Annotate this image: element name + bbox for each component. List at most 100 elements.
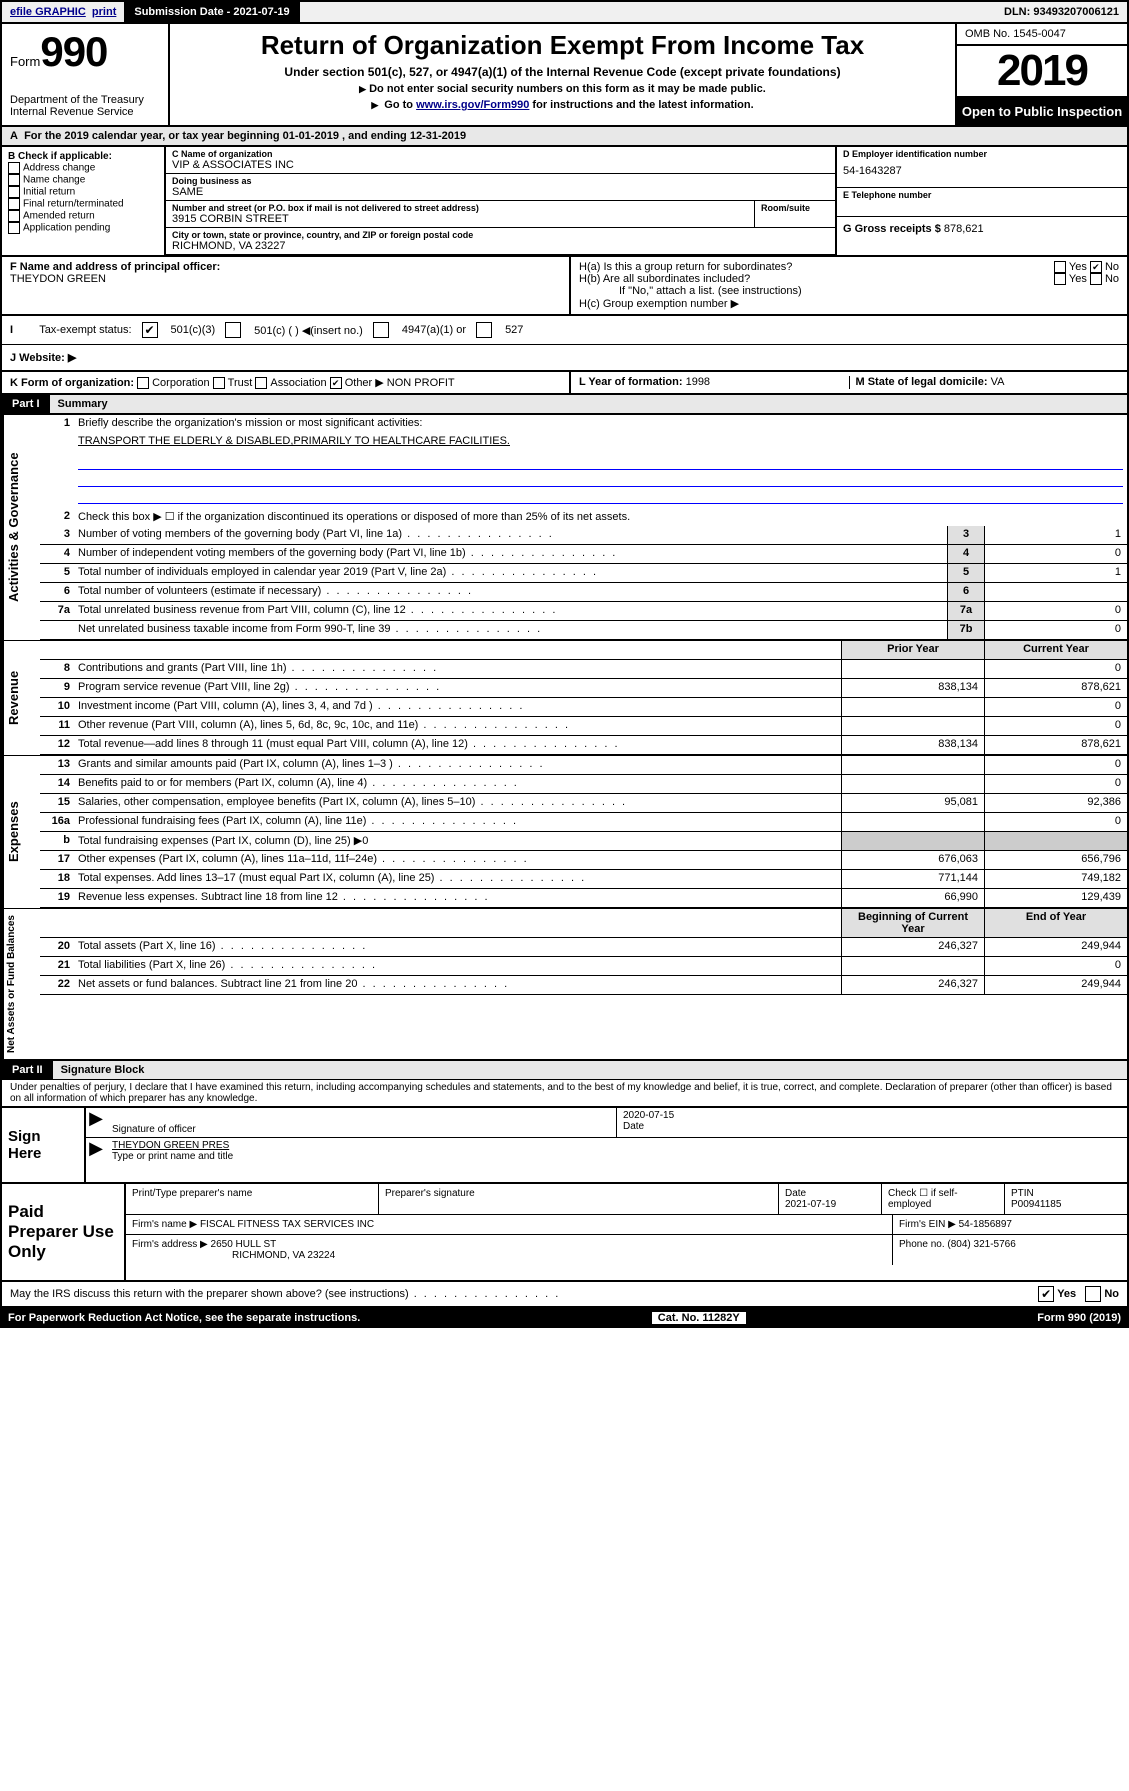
- period-line-a: A For the 2019 calendar year, or tax yea…: [2, 125, 1127, 145]
- line-5-desc: Total number of individuals employed in …: [74, 564, 947, 582]
- discuss-yes[interactable]: [1038, 1286, 1054, 1302]
- line-19-desc: Revenue less expenses. Subtract line 18 …: [74, 889, 841, 907]
- part-ii-header: Part II Signature Block: [2, 1059, 1127, 1079]
- line-7a-desc: Total unrelated business revenue from Pa…: [74, 602, 947, 620]
- box-j: J Website: ▶: [2, 344, 1127, 370]
- line-22-prior: 246,327: [841, 976, 984, 994]
- line-9-current: 878,621: [984, 679, 1127, 697]
- line-4-desc: Number of independent voting members of …: [74, 545, 947, 563]
- box-f: F Name and address of principal officer:…: [2, 257, 571, 314]
- mission: TRANSPORT THE ELDERLY & DISABLED,PRIMARI…: [74, 433, 1127, 451]
- line-16a-desc: Professional fundraising fees (Part IX, …: [74, 813, 841, 831]
- line-14-desc: Benefits paid to or for members (Part IX…: [74, 775, 841, 793]
- line-7b-val: 0: [984, 621, 1127, 639]
- org-name: VIP & ASSOCIATES INC: [166, 159, 835, 173]
- ein: 54-1643287: [837, 165, 1127, 179]
- check-501c[interactable]: [225, 322, 241, 338]
- hb-yes[interactable]: [1054, 273, 1066, 285]
- efile-link[interactable]: efile GRAPHIC: [10, 6, 86, 18]
- check-app-pending[interactable]: [8, 222, 20, 234]
- ptin: P00941185: [1011, 1199, 1061, 1210]
- line-3-val: 1: [984, 526, 1127, 544]
- irs-link[interactable]: www.irs.gov/Form990: [416, 99, 529, 111]
- line-12-current: 878,621: [984, 736, 1127, 754]
- line-7b-desc: Net unrelated business taxable income fr…: [74, 621, 947, 639]
- line-12-prior: 838,134: [841, 736, 984, 754]
- check-501c3[interactable]: [142, 322, 158, 338]
- dba: SAME: [166, 186, 835, 200]
- form-header: Form990 Department of the Treasury Inter…: [2, 24, 1127, 125]
- firm-name: FISCAL FITNESS TAX SERVICES INC: [200, 1219, 374, 1230]
- ha-yes[interactable]: [1054, 261, 1066, 273]
- omb-number: OMB No. 1545-0047: [957, 24, 1127, 46]
- check-527[interactable]: [476, 322, 492, 338]
- line-6-val: [984, 583, 1127, 601]
- vtab-revenue: Revenue: [2, 641, 40, 755]
- line-21-current: 0: [984, 957, 1127, 975]
- line-13-current: 0: [984, 756, 1127, 774]
- check-other[interactable]: [330, 377, 342, 389]
- line-17-desc: Other expenses (Part IX, column (A), lin…: [74, 851, 841, 869]
- ha-no[interactable]: [1090, 261, 1102, 273]
- line-16a-prior: [841, 813, 984, 831]
- vtab-governance: Activities & Governance: [2, 415, 40, 640]
- check-name-change[interactable]: [8, 174, 20, 186]
- line-7a-val: 0: [984, 602, 1127, 620]
- top-bar: efile GRAPHIC print Submission Date - 20…: [0, 0, 1129, 24]
- declaration: Under penalties of perjury, I declare th…: [2, 1079, 1127, 1106]
- page-footer: For Paperwork Reduction Act Notice, see …: [0, 1308, 1129, 1328]
- check-initial-return[interactable]: [8, 186, 20, 198]
- sign-here-block: Sign Here ▶ Signature of officer 2020-07…: [2, 1106, 1127, 1182]
- box-i: I Tax-exempt status: 501(c)(3) 501(c) ( …: [2, 314, 1127, 344]
- notice-ssn: Do not enter social security numbers on …: [178, 83, 947, 95]
- prep-date: 2021-07-19: [785, 1199, 836, 1210]
- line-20-prior: 246,327: [841, 938, 984, 956]
- hb-no[interactable]: [1090, 273, 1102, 285]
- line-8-prior: [841, 660, 984, 678]
- paid-preparer-block: Paid Preparer Use Only Print/Type prepar…: [2, 1182, 1127, 1280]
- check-amended[interactable]: [8, 210, 20, 222]
- check-final-return[interactable]: [8, 198, 20, 210]
- state-domicile: VA: [991, 376, 1005, 388]
- check-corp[interactable]: [137, 377, 149, 389]
- check-assoc[interactable]: [255, 377, 267, 389]
- dln: DLN: 93493207006121: [996, 2, 1127, 22]
- form-prefix: Form: [10, 54, 40, 69]
- discuss-row: May the IRS discuss this return with the…: [2, 1280, 1127, 1306]
- line-17-current: 656,796: [984, 851, 1127, 869]
- box-h: H(a) Is this a group return for subordin…: [571, 257, 1127, 314]
- line-22-desc: Net assets or fund balances. Subtract li…: [74, 976, 841, 994]
- city-state-zip: RICHMOND, VA 23227: [166, 240, 835, 254]
- line-9-desc: Program service revenue (Part VIII, line…: [74, 679, 841, 697]
- line-20-current: 249,944: [984, 938, 1127, 956]
- line-15-current: 92,386: [984, 794, 1127, 812]
- line-14-current: 0: [984, 775, 1127, 793]
- line-3-desc: Number of voting members of the governin…: [74, 526, 947, 544]
- line-10-prior: [841, 698, 984, 716]
- line-12-desc: Total revenue—add lines 8 through 11 (mu…: [74, 736, 841, 754]
- print-link[interactable]: print: [92, 6, 116, 18]
- check-trust[interactable]: [213, 377, 225, 389]
- line-21-desc: Total liabilities (Part X, line 26): [74, 957, 841, 975]
- firm-phone: (804) 321-5766: [947, 1239, 1015, 1250]
- department: Department of the Treasury Internal Reve…: [10, 94, 160, 118]
- line-11-desc: Other revenue (Part VIII, column (A), li…: [74, 717, 841, 735]
- form-title: Return of Organization Exempt From Incom…: [178, 30, 947, 61]
- submission-date: Submission Date - 2021-07-19: [126, 2, 299, 22]
- open-to-public: Open to Public Inspection: [957, 98, 1127, 125]
- line-17-prior: 676,063: [841, 851, 984, 869]
- discuss-no[interactable]: [1085, 1286, 1101, 1302]
- firm-address: 2650 HULL ST: [211, 1239, 277, 1250]
- check-4947[interactable]: [373, 322, 389, 338]
- line-11-current: 0: [984, 717, 1127, 735]
- telephone: [837, 200, 1127, 202]
- line-19-current: 129,439: [984, 889, 1127, 907]
- line-8-current: 0: [984, 660, 1127, 678]
- line-13-desc: Grants and similar amounts paid (Part IX…: [74, 756, 841, 774]
- vtab-netassets: Net Assets or Fund Balances: [2, 909, 40, 1059]
- vtab-expenses: Expenses: [2, 756, 40, 908]
- line-9-prior: 838,134: [841, 679, 984, 697]
- check-address-change[interactable]: [8, 162, 20, 174]
- part-i-header: Part I Summary: [2, 393, 1127, 413]
- sign-date: 2020-07-15: [623, 1110, 1121, 1121]
